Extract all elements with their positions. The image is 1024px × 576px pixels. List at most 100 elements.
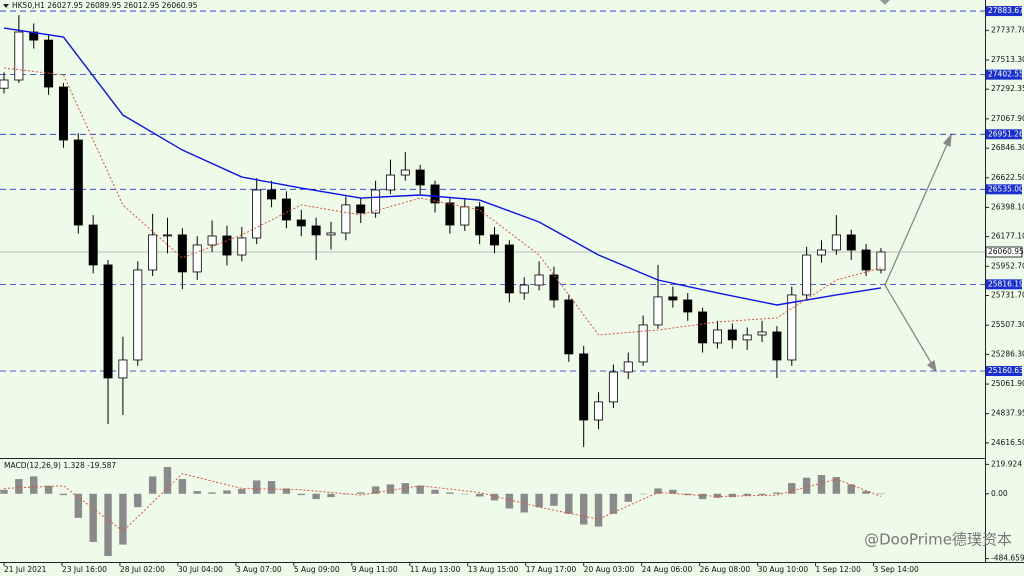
candle-body <box>237 237 247 256</box>
x-tick-label: 24 Aug 06:00 <box>642 565 693 574</box>
x-tick-label: 1 Sep 12:00 <box>816 565 862 574</box>
candle-body <box>831 234 841 251</box>
candle-body <box>861 249 871 271</box>
candle-body <box>192 244 202 273</box>
arrow-down <box>884 284 934 367</box>
macd-bar <box>416 485 424 494</box>
macd-bar <box>847 484 855 494</box>
macd-bar <box>74 493 83 518</box>
x-tick-label: 13 Aug 15:00 <box>468 565 519 574</box>
candle-body <box>504 244 514 294</box>
candle-body <box>802 254 812 296</box>
y-tick-label: -484.659 <box>991 554 1024 563</box>
arrow-head <box>942 133 952 148</box>
menu-arrow <box>3 4 9 8</box>
candle-body <box>534 274 544 286</box>
forecast-arrows <box>884 133 952 373</box>
x-tick-label: 21 Jul 2021 <box>4 565 47 574</box>
candle-body <box>311 225 321 236</box>
macd-bar <box>475 493 484 497</box>
macd-bar <box>431 489 439 494</box>
last-price-label: 26060.95 <box>988 247 1024 256</box>
macd-bar <box>327 493 335 498</box>
macd-bar <box>386 484 395 494</box>
x-tick-label: 26 Aug 08:00 <box>700 565 751 574</box>
x-tick-label: 5 Aug 09:00 <box>294 565 340 574</box>
macd-bar <box>505 493 514 509</box>
y-tick-label: 25061.90 <box>991 379 1024 388</box>
candle-body <box>222 235 232 256</box>
candle-body <box>341 204 351 234</box>
macd-bar <box>758 493 766 496</box>
y-tick-label: 24837.95 <box>991 409 1024 418</box>
macd-bar <box>44 485 53 494</box>
macd-bar <box>698 493 707 500</box>
candle-body <box>103 264 113 379</box>
x-tick-label: 3 Sep 14:00 <box>874 565 920 574</box>
macd-bar <box>0 489 8 494</box>
candle-body <box>430 184 440 204</box>
moving-average <box>3 67 882 336</box>
macd-bar <box>728 493 737 498</box>
macd-bar <box>684 493 692 496</box>
macd-bar <box>371 486 380 494</box>
macd-bar <box>30 476 38 494</box>
shift-marker <box>880 0 890 5</box>
level-label-box <box>986 6 1022 17</box>
candle-body <box>385 174 395 191</box>
x-tick-label: 9 Aug 11:00 <box>352 565 398 574</box>
candle-body <box>519 284 529 294</box>
candle-body <box>133 269 143 361</box>
candle-body <box>475 206 485 236</box>
level-label-box <box>986 184 1022 195</box>
candle-body <box>326 232 336 236</box>
macd-bar <box>535 493 543 508</box>
chart-title: HK50,H1 26027.95 26089.95 26012.95 26060… <box>12 1 198 10</box>
candle-body <box>549 274 559 301</box>
candle-body <box>177 234 187 273</box>
y-tick-label: 0.00 <box>991 489 1008 498</box>
y-tick-label: 24616.50 <box>991 438 1024 447</box>
y-tick-label: 26398.10 <box>991 202 1024 211</box>
level-label: 27883.67 <box>988 6 1024 15</box>
arrow-up <box>884 139 950 286</box>
macd-bar <box>357 492 365 494</box>
candle-body <box>668 296 678 301</box>
level-label: 26535.00 <box>988 184 1024 193</box>
candle-body <box>445 202 455 226</box>
macd-bar <box>669 489 677 494</box>
macd-bar <box>713 493 722 498</box>
candle-body <box>579 353 589 421</box>
x-tick-label: 20 Aug 03:00 <box>584 565 635 574</box>
macd-bar <box>461 493 469 495</box>
candle-body <box>148 234 158 271</box>
macd-bar <box>520 493 528 513</box>
level-label: 27402.55 <box>988 70 1024 79</box>
candle-body <box>88 224 98 266</box>
macd-bar <box>654 488 662 494</box>
y-tick-label: 25286.30 <box>991 349 1024 358</box>
macd-bar <box>134 493 142 508</box>
macd-bar <box>342 493 350 495</box>
y-tick-label: 25507.30 <box>991 320 1024 329</box>
candle-body <box>252 189 262 239</box>
y-tick-label: 219.924 <box>991 459 1022 468</box>
macd-bar <box>163 467 172 494</box>
candle-body <box>163 234 172 237</box>
level-label-box <box>986 129 1022 140</box>
candle-body <box>14 31 24 81</box>
last-price-box <box>985 246 1023 258</box>
macd-bar <box>238 489 246 494</box>
candle-body <box>817 249 826 256</box>
level-label: 25816.19 <box>988 279 1024 288</box>
macd-bar <box>490 493 499 501</box>
y-tick-label: 27513.30 <box>991 55 1024 64</box>
macd-bar <box>817 475 826 494</box>
x-tick-label: 23 Jul 16:00 <box>62 565 107 574</box>
macd-bar <box>401 483 410 494</box>
macd-bar <box>297 493 305 496</box>
y-tick-label: 26846.30 <box>991 143 1024 152</box>
x-tick-label: 28 Jul 02:00 <box>120 565 165 574</box>
level-label-box <box>986 365 1022 376</box>
